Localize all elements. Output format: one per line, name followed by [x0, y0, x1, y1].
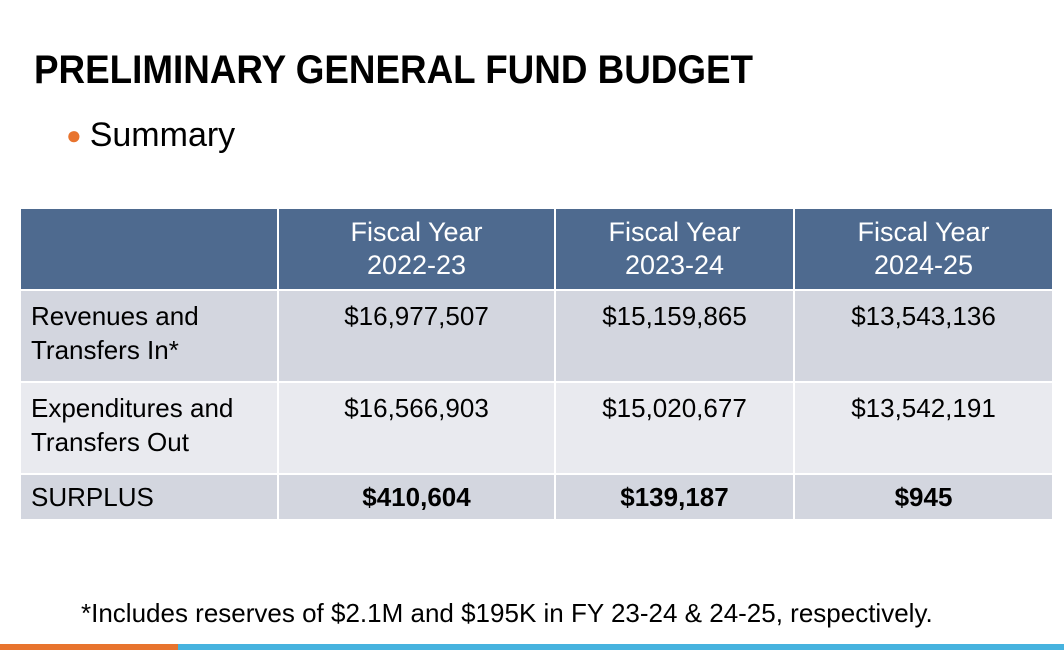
table-header-row: Fiscal Year 2022-23 Fiscal Year 2023-24 …: [19, 207, 1054, 291]
header-line2: 2023-24: [624, 250, 725, 280]
budget-summary-table: Fiscal Year 2022-23 Fiscal Year 2023-24 …: [19, 207, 1054, 521]
footnote: *Includes reserves of $2.1M and $195K in…: [81, 598, 933, 628]
header-line1: Fiscal Year: [350, 217, 483, 247]
bullet-dot-icon: ●: [66, 120, 82, 150]
footer-bar-blue: [178, 644, 1064, 650]
surplus-fy-2023-24: $139,187: [554, 473, 795, 521]
expenditures-fy-2023-24: $15,020,677: [554, 381, 795, 475]
expenditures-fy-2022-23: $16,566,903: [277, 381, 556, 475]
revenues-fy-2023-24: $15,159,865: [554, 289, 795, 383]
bullet-item-summary: ● Summary: [66, 114, 235, 156]
bullet-text: Summary: [89, 116, 236, 154]
surplus-fy-2024-25: $945: [793, 473, 1054, 521]
slide-title: PRELIMINARY GENERAL FUND BUDGET: [34, 48, 754, 92]
header-fy-2024-25: Fiscal Year 2024-25: [793, 207, 1054, 291]
header-line2: 2022-23: [366, 250, 467, 280]
row-label-surplus: SURPLUS: [19, 473, 279, 521]
table-row-expenditures: Expenditures and Transfers Out $16,566,9…: [19, 381, 1054, 475]
footer-bar-orange: [0, 644, 178, 650]
header-fy-2023-24: Fiscal Year 2023-24: [554, 207, 795, 291]
row-label-line2: Transfers In*: [31, 335, 179, 365]
footer-accent-bar: [0, 644, 1064, 650]
revenues-fy-2024-25: $13,543,136: [793, 289, 1054, 383]
surplus-fy-2022-23: $410,604: [277, 473, 556, 521]
table-row-revenues: Revenues and Transfers In* $16,977,507 $…: [19, 289, 1054, 383]
revenues-fy-2022-23: $16,977,507: [277, 289, 556, 383]
expenditures-fy-2024-25: $13,542,191: [793, 381, 1054, 475]
row-label-expenditures: Expenditures and Transfers Out: [19, 381, 279, 475]
row-label-line1: Revenues and: [31, 301, 199, 331]
header-line2: 2024-25: [873, 250, 974, 280]
table-row-surplus: SURPLUS $410,604 $139,187 $945: [19, 473, 1054, 521]
header-fy-2022-23: Fiscal Year 2022-23: [277, 207, 556, 291]
row-label-line2: Transfers Out: [31, 427, 189, 457]
header-line1: Fiscal Year: [857, 217, 990, 247]
header-corner-cell: [19, 207, 279, 291]
row-label-line1: Expenditures and: [31, 393, 234, 423]
row-label-revenues: Revenues and Transfers In*: [19, 289, 279, 383]
header-line1: Fiscal Year: [608, 217, 741, 247]
